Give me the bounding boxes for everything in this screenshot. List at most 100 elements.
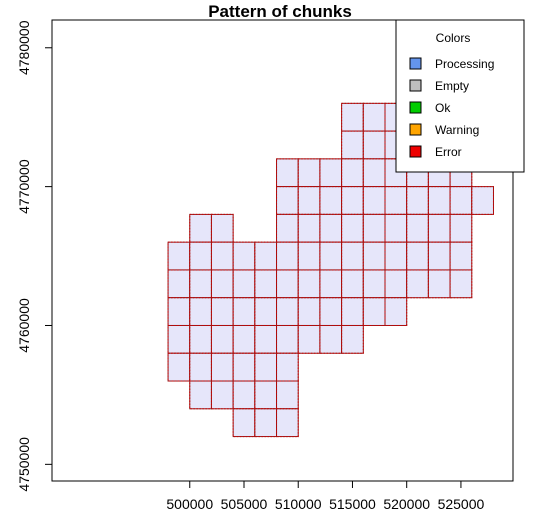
- chunk: [449, 241, 473, 271]
- legend-swatch-ok: [409, 101, 422, 114]
- chunk: [276, 408, 299, 438]
- chunk: [210, 269, 234, 299]
- chunk: [341, 158, 364, 188]
- y-tick-label: 4760000: [16, 298, 32, 353]
- chunk: [341, 324, 364, 354]
- chunk: [341, 269, 364, 299]
- x-tick-label: 525000: [438, 496, 485, 512]
- x-axis: 500000 505000 510000 515000 520000 525000: [166, 481, 485, 512]
- legend-swatch-error: [409, 145, 422, 158]
- chunk-outline: [341, 324, 364, 354]
- chunk: [297, 158, 321, 188]
- x-tick-label: 515000: [329, 496, 376, 512]
- chunk: [341, 213, 364, 243]
- chunk: [254, 408, 278, 438]
- legend-label-empty: Empty: [435, 79, 469, 93]
- chunk-processing: [167, 324, 191, 354]
- chunk: [362, 269, 386, 299]
- chunk: [406, 269, 429, 299]
- chunk-outline: [406, 269, 429, 299]
- chunk: [189, 269, 212, 299]
- chunk: [427, 269, 451, 299]
- chunk: [384, 269, 408, 299]
- chunk: [319, 186, 343, 215]
- chunk: [449, 213, 473, 243]
- chunk: [232, 269, 256, 299]
- chunk-outline: [384, 297, 408, 326]
- chunk: [189, 324, 212, 354]
- chunk: [406, 241, 429, 271]
- chunk: [362, 241, 386, 271]
- chunk: [384, 213, 408, 243]
- chunk: [232, 408, 256, 438]
- legend-swatch-warning: [409, 123, 422, 136]
- chunk: [210, 324, 234, 354]
- chunk: [362, 130, 386, 160]
- y-axis: 4750000 4760000 4770000 4780000: [16, 20, 52, 492]
- chunk: [189, 352, 212, 382]
- legend-swatch-processing: [409, 57, 422, 70]
- legend-entries: Processing Empty Ok Warning Error: [409, 57, 494, 159]
- y-tick-label: 4780000: [16, 20, 32, 75]
- chunk: [254, 324, 278, 354]
- chunk: [276, 213, 299, 243]
- chunk: [189, 241, 212, 271]
- legend-label-processing: Processing: [435, 57, 494, 71]
- chunk-outline: [471, 186, 494, 215]
- chunk: [276, 241, 299, 271]
- legend: Colors Processing Empty Ok Warning Error: [395, 19, 525, 173]
- chunk-outline: [254, 408, 278, 438]
- chunk: [276, 186, 299, 215]
- chunk-outline: [210, 380, 234, 410]
- chunk: [427, 186, 451, 215]
- chunk: [471, 186, 494, 215]
- chunk: [297, 297, 321, 326]
- chunk: [189, 380, 212, 410]
- legend-swatch-empty: [409, 79, 422, 92]
- chunk: [319, 269, 343, 299]
- chunk: [276, 352, 299, 382]
- chunk-outline: [297, 324, 321, 354]
- chunk: [254, 269, 278, 299]
- chunk: [210, 241, 234, 271]
- chunk: [362, 158, 386, 188]
- chunk: [189, 297, 212, 326]
- chunk: [341, 130, 364, 160]
- chunk: [210, 297, 234, 326]
- chunk: [167, 297, 191, 326]
- plot-frame: [51, 19, 514, 482]
- legend-label-error: Error: [435, 145, 462, 159]
- chunk: [254, 352, 278, 382]
- chunk-outline: [167, 352, 191, 382]
- chunk: [384, 297, 408, 326]
- chunk: [276, 269, 299, 299]
- chunk-outline: [319, 324, 343, 354]
- chunk: [406, 213, 429, 243]
- chunk: [167, 269, 191, 299]
- x-tick-label: 500000: [166, 496, 213, 512]
- chunk: [297, 324, 321, 354]
- chunk: [297, 213, 321, 243]
- chunk: [341, 241, 364, 271]
- chunk: [341, 102, 364, 132]
- chunk-outline: [362, 297, 386, 326]
- chunk: [276, 324, 299, 354]
- chunk: [319, 324, 343, 354]
- chunk-outline: [276, 408, 299, 438]
- chunk-warning: [167, 352, 191, 382]
- chunk: [297, 241, 321, 271]
- chunk: [362, 102, 386, 132]
- chunk: [276, 380, 299, 410]
- chunk: [341, 186, 364, 215]
- chunk: [427, 213, 451, 243]
- chunk: [210, 352, 234, 382]
- y-tick-label: 4750000: [16, 437, 32, 492]
- chunk: [319, 297, 343, 326]
- legend-label-warning: Warning: [435, 123, 479, 137]
- chunk: [210, 213, 234, 243]
- legend-title: Colors: [436, 31, 471, 45]
- chunk: [232, 352, 256, 382]
- x-tick-label: 510000: [275, 496, 322, 512]
- legend-label-ok: Ok: [435, 101, 451, 115]
- chunk: [406, 186, 429, 215]
